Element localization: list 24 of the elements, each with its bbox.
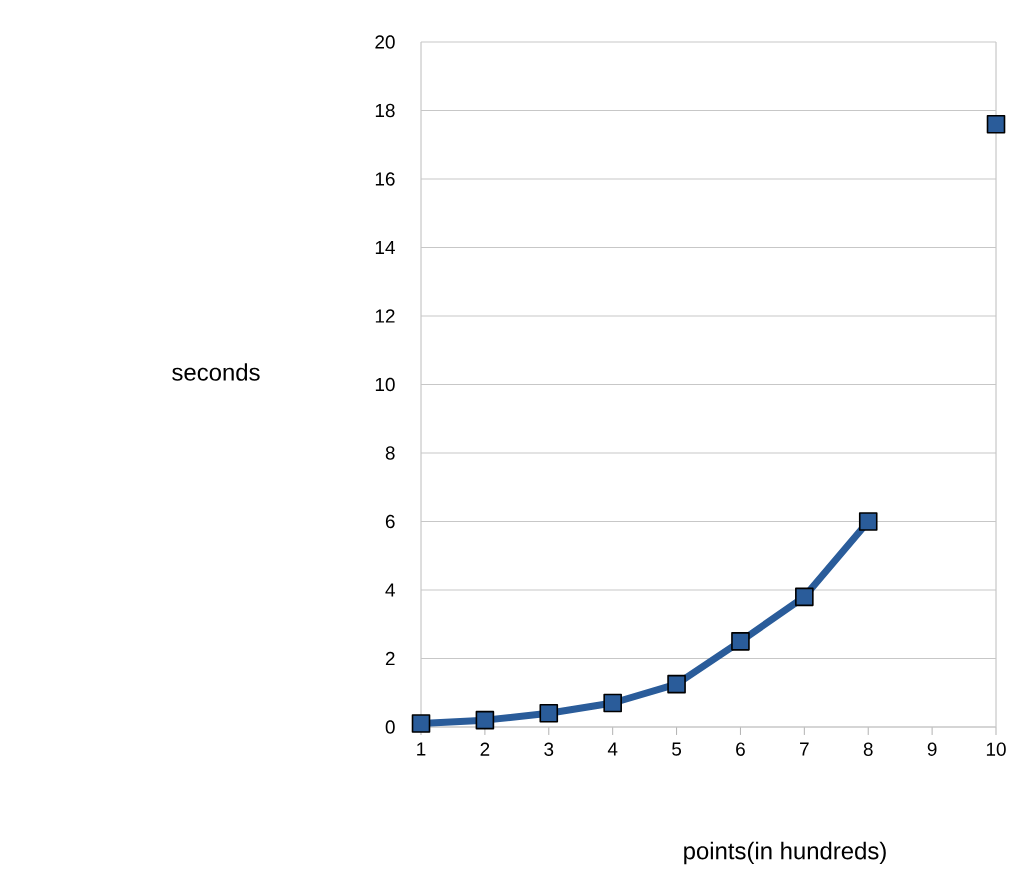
y-axis-title: seconds [172, 363, 260, 381]
x-tick-label: 8 [863, 742, 873, 756]
x-tick-label: 3 [544, 742, 554, 756]
y-tick-label: 10 [375, 377, 395, 392]
y-tick-label: 12 [375, 309, 395, 323]
point [986, 114, 1006, 134]
x-tick-label: 2 [480, 742, 490, 756]
y-tick-label: 20 [375, 35, 395, 49]
y-tick-label: 4 [385, 583, 395, 597]
y-tick-label: 0 [385, 720, 395, 734]
x-tick-label: 10 [986, 742, 1006, 756]
y-tick-label: 6 [385, 514, 395, 529]
y-tick-label: 14 [375, 240, 395, 254]
x-tick-label: 1 [417, 742, 426, 756]
x-axis-title: points(in hundreds) [684, 841, 886, 865]
x-tick-label: 4 [607, 742, 618, 756]
x-tick-label: 5 [672, 742, 682, 756]
y-tick-label: 16 [375, 172, 395, 186]
x-tick-label: 6 [736, 742, 745, 756]
y-tick-label: 2 [385, 651, 395, 666]
x-tick-label: 7 [800, 742, 809, 756]
y-tick-label: 18 [375, 103, 395, 118]
y-tick-label: 8 [385, 446, 395, 460]
x-tick-label: 9 [927, 742, 937, 756]
